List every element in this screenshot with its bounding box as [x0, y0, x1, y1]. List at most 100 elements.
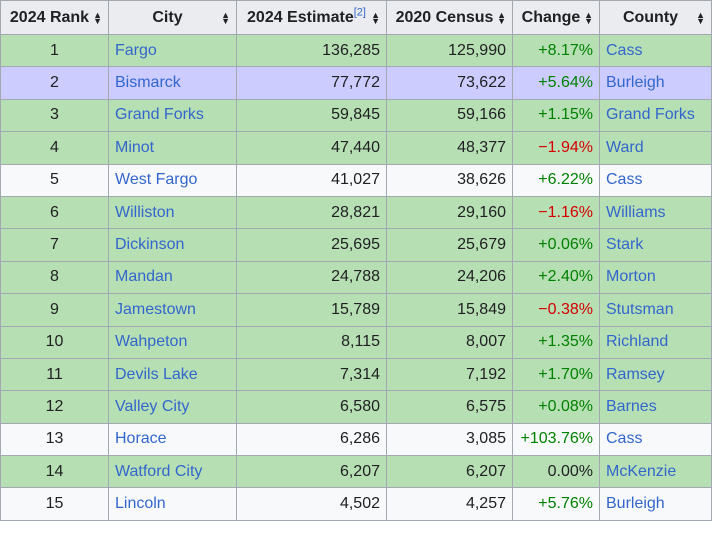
estimate-cell: 6,286 [236, 422, 387, 457]
census-cell: 6,207 [386, 455, 513, 489]
estimate-cell: 77,772 [236, 66, 387, 100]
county-link[interactable]: Cass [606, 41, 643, 59]
header-census[interactable]: 2020 Census ▲ ▼ [386, 0, 513, 35]
rank-cell: 6 [0, 195, 109, 230]
table-row: 1 Fargo 136,285 125,990 +8.17% Cass [0, 33, 712, 68]
county-link[interactable]: Barnes [606, 397, 657, 415]
census-cell: 24,206 [386, 260, 513, 295]
rank-cell: 14 [0, 455, 109, 489]
table-row: 15 Lincoln 4,502 4,257 +5.76% Burleigh [0, 487, 712, 521]
county-link[interactable]: Stark [606, 236, 644, 254]
sort-icon[interactable]: ▲ ▼ [371, 9, 380, 26]
county-link[interactable]: McKenzie [606, 462, 677, 480]
census-cell: 25,679 [386, 228, 513, 262]
sort-icon[interactable]: ▲ ▼ [221, 9, 230, 26]
rank-cell: 13 [0, 422, 109, 457]
change-cell: +1.70% [512, 357, 600, 392]
city-link[interactable]: Mandan [115, 268, 173, 286]
city-link[interactable]: Grand Forks [115, 106, 204, 124]
estimate-cell: 4,502 [236, 487, 387, 521]
header-estimate-label: 2024 Estimate [247, 8, 354, 26]
estimate-cell: 6,207 [236, 455, 387, 489]
county-link[interactable]: Williams [606, 203, 666, 221]
rank-cell: 3 [0, 98, 109, 133]
change-cell: +8.17% [512, 33, 600, 68]
census-cell: 15,849 [386, 293, 513, 327]
rank-cell: 8 [0, 260, 109, 295]
header-row: 2024 Rank ▲ ▼ City ▲ ▼ 2024 Estimate[2] ▲ ▼… [0, 0, 712, 35]
rank-cell: 7 [0, 228, 109, 262]
change-cell: +103.76% [512, 422, 600, 457]
census-cell: 73,622 [386, 66, 513, 100]
census-cell: 3,085 [386, 422, 513, 457]
county-link[interactable]: Burleigh [606, 74, 665, 92]
header-rank-label: 2024 Rank [9, 8, 90, 26]
city-link[interactable]: Devils Lake [115, 365, 198, 383]
rank-cell: 5 [0, 163, 109, 197]
city-link[interactable]: West Fargo [115, 171, 198, 189]
city-link[interactable]: Fargo [115, 41, 157, 59]
estimate-cell: 47,440 [236, 131, 387, 165]
rank-cell: 10 [0, 325, 109, 359]
estimate-reference-link[interactable]: [2] [353, 6, 366, 19]
census-cell: 4,257 [386, 487, 513, 521]
city-link[interactable]: Jamestown [115, 300, 196, 318]
rank-cell: 2 [0, 66, 109, 100]
estimate-cell: 8,115 [236, 325, 387, 359]
county-link[interactable]: Ramsey [606, 365, 665, 383]
county-link[interactable]: Richland [606, 333, 669, 351]
city-link[interactable]: Lincoln [115, 495, 166, 513]
table-row: 10 Wahpeton 8,115 8,007 +1.35% Richland [0, 325, 712, 359]
rank-cell: 9 [0, 293, 109, 327]
county-link[interactable]: Stutsman [606, 300, 674, 318]
city-link[interactable]: Watford City [115, 462, 203, 480]
estimate-cell: 25,695 [236, 228, 387, 262]
city-link[interactable]: Wahpeton [115, 333, 188, 351]
header-city[interactable]: City ▲ ▼ [108, 0, 237, 35]
city-link[interactable]: Dickinson [115, 236, 185, 254]
sort-icon[interactable]: ▲ ▼ [93, 9, 102, 26]
header-rank[interactable]: 2024 Rank ▲ ▼ [0, 0, 109, 35]
city-link[interactable]: Valley City [115, 397, 190, 415]
change-cell: +2.40% [512, 260, 600, 295]
sort-icon[interactable]: ▲ ▼ [497, 9, 506, 26]
city-link[interactable]: Bismarck [115, 74, 181, 92]
change-cell: +0.08% [512, 390, 600, 424]
sort-icon[interactable]: ▲ ▼ [696, 9, 705, 26]
change-cell: +1.35% [512, 325, 600, 359]
city-link[interactable]: Horace [115, 430, 167, 448]
change-cell: −1.16% [512, 195, 600, 230]
census-cell: 6,575 [386, 390, 513, 424]
change-cell: +0.06% [512, 228, 600, 262]
rank-cell: 12 [0, 390, 109, 424]
change-cell: +5.76% [512, 487, 600, 521]
city-link[interactable]: Minot [115, 138, 155, 156]
county-link[interactable]: Grand Forks [606, 106, 695, 124]
table-row: 9 Jamestown 15,789 15,849 −0.38% Stutsma… [0, 293, 712, 327]
table-row: 12 Valley City 6,580 6,575 +0.08% Barnes [0, 390, 712, 424]
estimate-cell: 41,027 [236, 163, 387, 197]
county-link[interactable]: Cass [606, 430, 643, 448]
table-row: 8 Mandan 24,788 24,206 +2.40% Morton [0, 260, 712, 295]
census-cell: 59,166 [386, 98, 513, 133]
cities-table: 2024 Rank ▲ ▼ City ▲ ▼ 2024 Estimate[2] ▲ ▼… [0, 0, 712, 521]
header-change-label: Change [521, 8, 581, 26]
county-link[interactable]: Morton [606, 268, 656, 286]
census-cell: 125,990 [386, 33, 513, 68]
city-link[interactable]: Williston [115, 203, 175, 221]
census-cell: 7,192 [386, 357, 513, 392]
change-cell: +5.64% [512, 66, 600, 100]
change-cell: +1.15% [512, 98, 600, 133]
header-estimate[interactable]: 2024 Estimate[2] ▲ ▼ [236, 0, 387, 35]
table-row: 2 Bismarck 77,772 73,622 +5.64% Burleigh [0, 66, 712, 100]
table-row: 7 Dickinson 25,695 25,679 +0.06% Stark [0, 228, 712, 262]
header-county-label: County [622, 8, 679, 26]
county-link[interactable]: Ward [606, 138, 644, 156]
county-link[interactable]: Burleigh [606, 495, 665, 513]
header-change[interactable]: Change ▲ ▼ [512, 0, 600, 35]
sort-icon[interactable]: ▲ ▼ [584, 9, 593, 26]
county-link[interactable]: Cass [606, 171, 643, 189]
rank-cell: 4 [0, 131, 109, 165]
estimate-cell: 28,821 [236, 195, 387, 230]
header-county[interactable]: County ▲ ▼ [599, 0, 712, 35]
